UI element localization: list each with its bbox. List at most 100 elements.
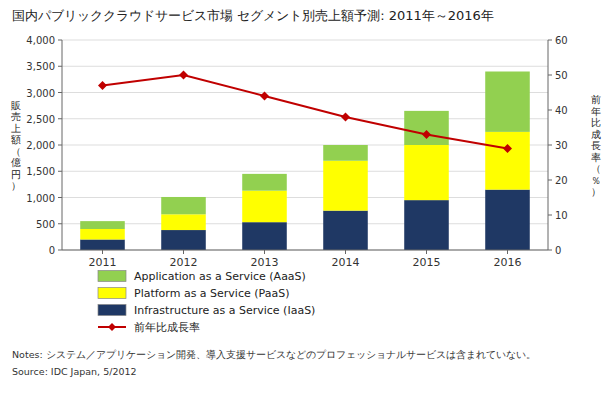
x-tick-label: 2015 <box>413 256 441 269</box>
y2-axis-label: 前年比成長率（％） <box>591 94 601 197</box>
bar <box>80 240 125 251</box>
marker <box>422 130 431 139</box>
plot-area <box>80 71 530 251</box>
label-char: 比 <box>591 117 601 128</box>
bar <box>404 200 449 250</box>
bar <box>323 211 368 250</box>
x-axis <box>62 250 548 251</box>
legend-swatch <box>98 305 126 316</box>
x-tick <box>183 250 184 254</box>
bar <box>161 230 206 250</box>
marker <box>260 92 269 101</box>
legend-label: 前年比成長率 <box>134 321 200 334</box>
bar <box>80 221 125 229</box>
x-tick-label: 2013 <box>251 256 279 269</box>
y2-tick <box>548 215 552 216</box>
y2-tick <box>548 145 552 146</box>
x-tick <box>507 250 508 254</box>
label-char: 年 <box>591 106 601 117</box>
bar <box>242 222 287 250</box>
x-tick-label: 2016 <box>494 256 522 269</box>
bar <box>161 214 206 230</box>
y-tick-label: 3,500 <box>26 61 55 72</box>
legend-marker <box>108 323 116 331</box>
y-tick <box>58 250 62 251</box>
grid-line <box>62 223 548 224</box>
bar <box>404 111 449 145</box>
y-tick <box>58 40 62 41</box>
y-tick-label: 1,500 <box>26 166 55 177</box>
label-char: ％ <box>591 175 601 186</box>
y-tick <box>58 171 62 172</box>
grid-line <box>62 40 548 41</box>
x-tick-label: 2011 <box>89 256 117 269</box>
y2-tick-label: 60 <box>555 35 568 46</box>
bar <box>242 174 287 191</box>
marker <box>341 113 350 122</box>
annotation: Notes: システム／アプリケーション開発、導入支援サービスなどのプロフェッシ… <box>12 349 536 360</box>
marker <box>98 81 107 90</box>
y-tick-label: 500 <box>36 219 55 230</box>
marker <box>179 71 188 80</box>
chart: 国内パブリッククラウドサービス市場 セグメント別売上額予測: 2011年～201… <box>0 0 610 400</box>
y2-tick <box>548 40 552 41</box>
label-char: 上 <box>11 123 21 134</box>
grid-line <box>62 171 548 172</box>
label-char: （ <box>591 163 601 174</box>
x-tick <box>426 250 427 254</box>
bar <box>161 197 206 214</box>
label-char: （ <box>11 146 21 157</box>
x-tick <box>102 250 103 254</box>
bar <box>323 145 368 161</box>
label-char: ） <box>591 186 601 197</box>
legend-swatch <box>98 288 126 299</box>
bar <box>323 161 368 211</box>
title: 国内パブリッククラウドサービス市場 セグメント別売上額予測: 2011年～201… <box>12 8 494 23</box>
y-tick <box>58 223 62 224</box>
y2-tick <box>548 180 552 181</box>
y2-tick-label: 0 <box>555 245 561 256</box>
label-char: 億 <box>11 157 21 168</box>
label-char: 額 <box>11 134 21 145</box>
legend: Application as a Service (AaaS)Platform … <box>98 270 315 334</box>
grid-line <box>62 66 548 67</box>
label-char: 販 <box>11 100 21 111</box>
line <box>103 75 508 149</box>
y2-axis <box>548 40 549 250</box>
label-char: 率 <box>591 152 601 163</box>
legend-swatch <box>98 271 126 282</box>
legend-label: Platform as a Service (PaaS) <box>134 287 289 300</box>
bar <box>404 145 449 200</box>
bar <box>485 132 530 190</box>
label-char: 前 <box>591 94 601 105</box>
y-tick <box>58 145 62 146</box>
grid-line <box>62 145 548 146</box>
label-char: 成 <box>591 129 601 140</box>
grid-line <box>62 250 548 251</box>
y-tick-label: 2,000 <box>26 140 55 151</box>
grid <box>62 40 548 250</box>
y2-tick-label: 50 <box>555 70 568 81</box>
y-tick-label: 3,000 <box>26 88 55 99</box>
grid-line <box>62 197 548 198</box>
legend-label: Infrastructure as a Service (IaaS) <box>134 304 315 317</box>
y-tick <box>58 92 62 93</box>
y2-tick-label: 20 <box>555 175 568 186</box>
grid-line <box>62 118 548 119</box>
grid-line <box>62 92 548 93</box>
y-tick-label: 4,000 <box>26 35 55 46</box>
bar <box>80 229 125 240</box>
y-tick-label: 2,500 <box>26 114 55 125</box>
label-char: 円 <box>11 169 21 180</box>
y2-tick-label: 10 <box>555 210 568 221</box>
marker <box>503 144 512 153</box>
label-char: 売 <box>11 111 21 122</box>
bar <box>242 191 287 223</box>
bar <box>485 190 530 250</box>
x-tick-label: 2012 <box>170 256 198 269</box>
x-tick <box>264 250 265 254</box>
y2-tick-label: 40 <box>555 105 568 116</box>
y2-tick <box>548 110 552 111</box>
y-tick <box>58 66 62 67</box>
x-tick-label: 2014 <box>332 256 360 269</box>
